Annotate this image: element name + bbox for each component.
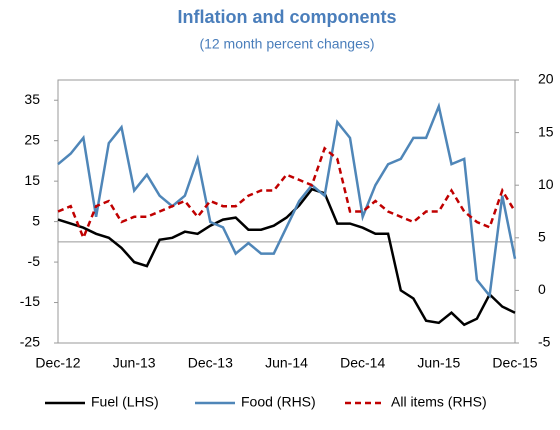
y2-tick-label: 20: [538, 71, 554, 87]
y2-tick-label: 5: [538, 229, 546, 245]
x-tick-label: Dec-13: [188, 355, 233, 371]
series-line: [57, 187, 516, 327]
series-line: [57, 102, 517, 299]
x-tick-label: Dec-14: [340, 355, 385, 371]
legend-label: All items (RHS): [391, 394, 487, 410]
plot-frame: [57, 79, 516, 344]
y2-tick-label: 15: [538, 123, 554, 139]
x-tick-label: Dec-12: [35, 355, 80, 371]
y2-tick-label: -5: [538, 334, 551, 350]
y-tick-label: -25: [20, 334, 40, 350]
legend-label: Fuel (LHS): [91, 394, 159, 410]
y-tick-label: 35: [24, 91, 40, 107]
chart-subtitle: (12 month percent changes): [199, 36, 374, 52]
y2-tick-label: 10: [538, 176, 554, 192]
y-tick-label: -5: [28, 253, 41, 269]
series-line: [57, 146, 517, 242]
y-tick-label: -15: [20, 293, 40, 309]
x-tick-label: Jun-14: [265, 355, 308, 371]
y2-tick-label: 0: [538, 281, 546, 297]
y-tick-label: 15: [24, 172, 40, 188]
y-tick-label: 5: [32, 212, 40, 228]
y-tick-label: 25: [24, 131, 40, 147]
chart-title: Inflation and components: [178, 7, 397, 27]
x-tick-label: Jun-15: [417, 355, 460, 371]
legend-label: Food (RHS): [241, 394, 316, 410]
x-tick-label: Dec-15: [492, 355, 537, 371]
x-tick-label: Jun-13: [113, 355, 156, 371]
